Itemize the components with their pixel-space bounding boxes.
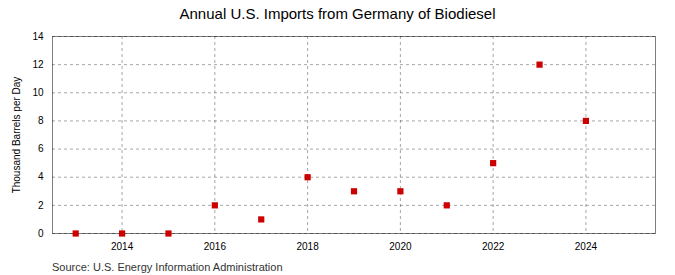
svg-text:4: 4 xyxy=(38,171,44,182)
svg-text:2018: 2018 xyxy=(296,241,319,252)
svg-text:6: 6 xyxy=(38,143,44,154)
svg-text:10: 10 xyxy=(32,87,44,98)
svg-text:0: 0 xyxy=(38,228,44,239)
html-text:Source: U.S. Energy Informatio: Source: U.S. Energy Information Administ… xyxy=(52,261,283,273)
svg-text:2: 2 xyxy=(38,200,44,211)
svg-text:2016: 2016 xyxy=(204,241,227,252)
svg-text:2024: 2024 xyxy=(575,241,598,252)
svg-text:14: 14 xyxy=(32,31,44,42)
svg-text:Thousand Barrels per Day: Thousand Barrels per Day xyxy=(11,77,22,194)
svg-text:2022: 2022 xyxy=(482,241,505,252)
svg-text:2020: 2020 xyxy=(389,241,412,252)
svg-text:8: 8 xyxy=(38,115,44,126)
html-text:Annual U.S. Imports from Germa: Annual U.S. Imports from Germany of Biod… xyxy=(179,5,496,22)
svg-text:12: 12 xyxy=(32,59,44,70)
svg-text:2014: 2014 xyxy=(111,241,134,252)
